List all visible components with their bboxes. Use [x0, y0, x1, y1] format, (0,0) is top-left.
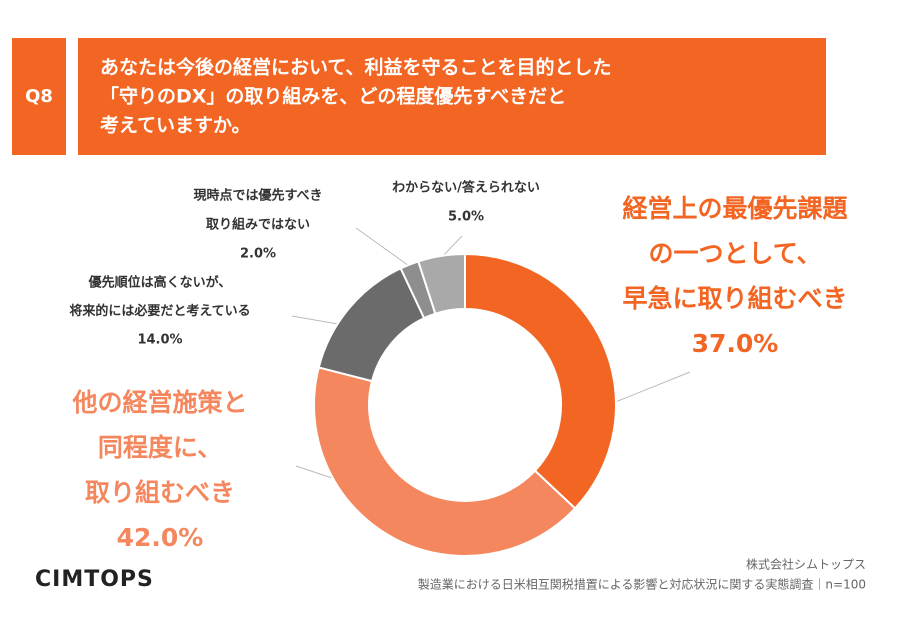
slice — [417, 252, 466, 315]
question-box — [78, 38, 826, 155]
slice-label: の一つとして、 — [648, 239, 821, 268]
leader-line — [442, 235, 463, 257]
badge: Q8 — [25, 86, 53, 107]
slice-label: 他の経営施策と — [71, 388, 247, 417]
value-label: 5.0% — [448, 210, 484, 225]
question-line: 「守りのDX」の取り組みを、どの程度優先すべきだと — [100, 85, 566, 108]
slice — [313, 366, 577, 557]
value-label: 14.0% — [137, 333, 182, 348]
value-label: 42.0% — [117, 523, 204, 552]
badge-box — [12, 38, 66, 155]
slice-label: 取り組むべき — [85, 478, 235, 507]
slice-label: わからない/答えられない — [392, 180, 540, 196]
leader-line — [355, 227, 413, 269]
leader-line — [295, 465, 333, 479]
slice-label: 現時点では優先すべき — [193, 188, 322, 204]
source: 製造業における日米相互関税措置による影響と対応状況に関する実態調査｜n=100 — [418, 577, 866, 592]
value-label: 37.0% — [692, 329, 779, 358]
leader-line — [607, 371, 691, 406]
question-line: 考えていますか。 — [100, 115, 251, 137]
logo: CIMTOPS — [35, 567, 154, 592]
slice-label: 将来的には必要だと考えている — [69, 303, 250, 319]
slice-label: 取り組みではない — [206, 217, 310, 233]
value-label: 2.0% — [240, 247, 276, 262]
question-line: あなたは今後の経営において、利益を守ることを目的とした — [100, 56, 611, 79]
company: 株式会社シムトップス — [746, 557, 866, 572]
slice-label: 優先順位は高くないが、 — [88, 275, 232, 291]
slice-label: 早急に取り組むべき — [622, 284, 847, 313]
slice-label: 経営上の最優先課題 — [622, 194, 848, 223]
slice-label: 同程度に、 — [98, 433, 222, 462]
slice — [464, 252, 617, 510]
